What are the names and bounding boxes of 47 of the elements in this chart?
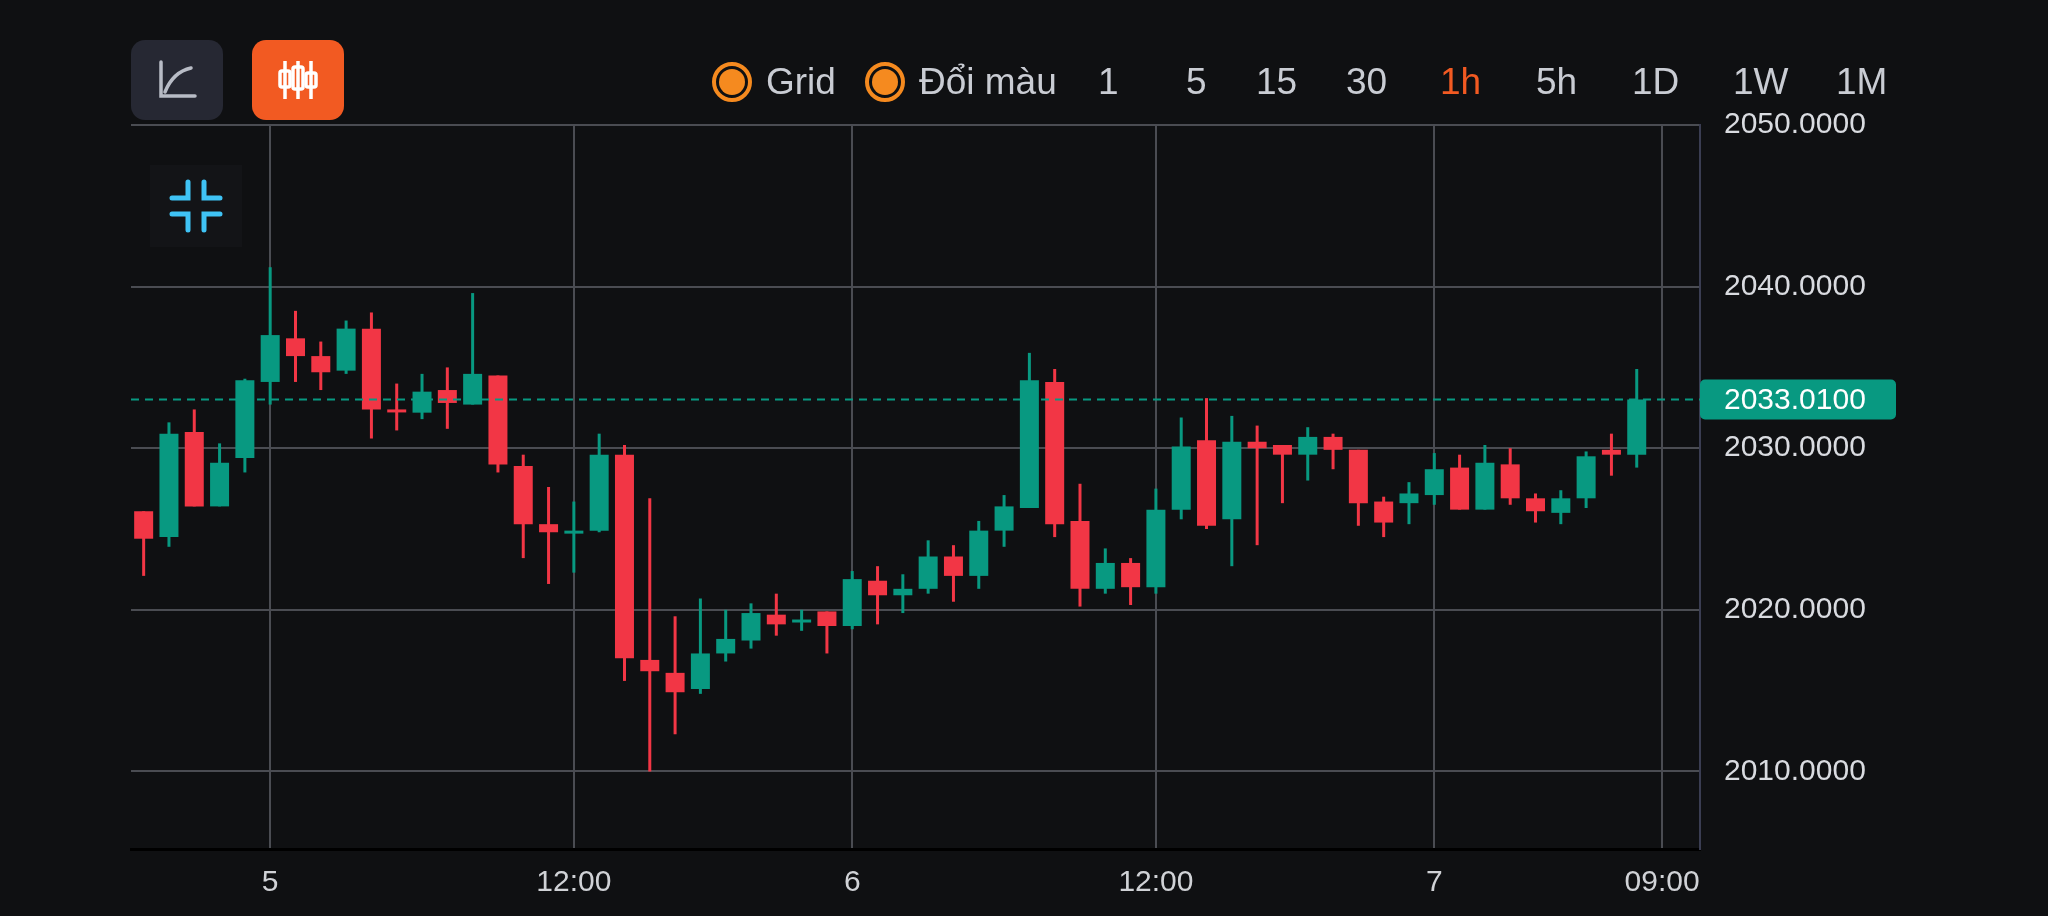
candlestick [1247,425,1267,547]
candlestick [387,383,407,431]
text: 5 [1186,61,1207,103]
candlestick [868,566,888,625]
candlestick [1298,427,1318,481]
candlestick [1601,433,1621,476]
text: 1 [1098,61,1119,103]
candlestick [943,545,963,602]
candlestick [792,608,812,631]
text: 5h [1536,61,1578,103]
candlestick [1374,496,1394,539]
text: 30 [1346,61,1388,103]
y-tick-label: 2050.0000 [1724,106,1866,140]
y-tick-label: 2010.0000 [1724,752,1866,786]
x-tick-label: 7 [1425,864,1443,898]
text: 1D [1632,61,1680,103]
text: Grid [766,61,836,103]
text: 1W [1733,61,1789,103]
candlestick [766,593,786,636]
candlestick [1399,482,1419,526]
y-tick-label: 2020.0000 [1724,591,1866,625]
text: 1h [1440,61,1482,103]
candlestick [437,367,457,429]
candlestick [716,608,736,662]
ref-line-label: 2033.0100 [1724,381,1866,415]
candlestick [564,501,584,573]
text: Đổi màu [919,61,1057,103]
candlestick [817,611,837,654]
candlestick [665,616,685,735]
candlestick [1551,490,1571,526]
text: 15 [1256,61,1298,103]
x-tick-label: 12:00 [536,864,612,898]
candlestick [285,309,305,382]
candlestick [1323,433,1343,471]
text: 1M [1836,61,1888,103]
candlestick [1272,444,1292,505]
candlestick [539,487,559,584]
candlestick [640,498,660,772]
candlestick [311,341,331,392]
candlestick [893,574,913,615]
y-tick-label: 2030.0000 [1724,429,1866,463]
x-tick-label: 09:00 [1624,864,1700,898]
x-tick-label: 5 [261,864,279,898]
x-tick-label: 6 [843,864,861,898]
candlestick [1526,493,1546,523]
x-tick-label: 12:00 [1118,864,1194,898]
y-tick-label: 2040.0000 [1724,267,1866,301]
